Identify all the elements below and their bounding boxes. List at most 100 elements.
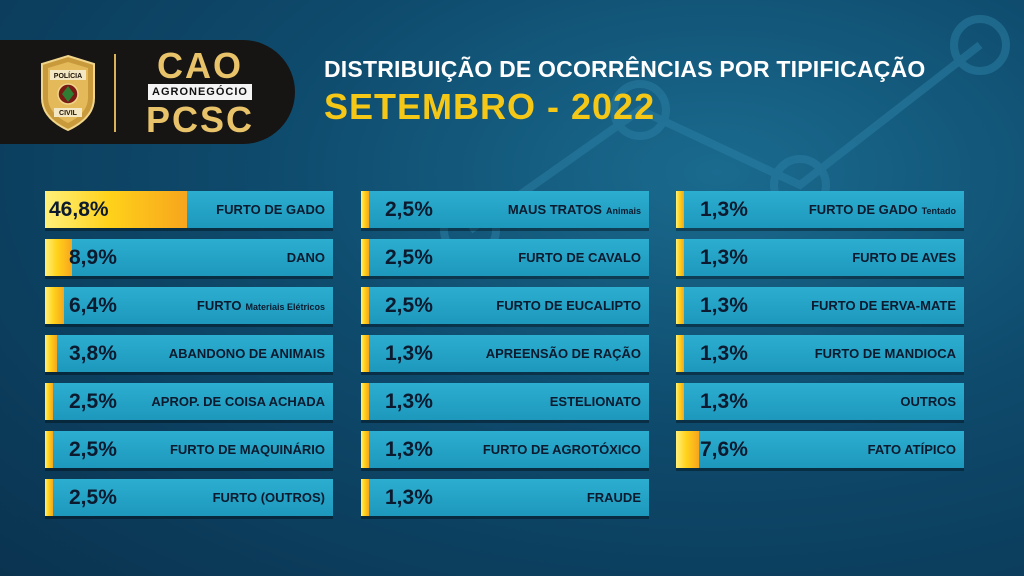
category-label: ABANDONO DE ANIMAIS <box>169 335 325 372</box>
value-fill <box>361 479 369 516</box>
percent-label: 2,5% <box>69 438 117 461</box>
category-name: FURTO DE GADO <box>216 202 325 217</box>
category-bar: 3,8% ABANDONO DE ANIMAIS <box>45 335 333 372</box>
percent-label: 1,3% <box>700 390 748 413</box>
category-name: FATO ATÍPICO <box>867 442 956 457</box>
category-label: FURTO DE ERVA-MATE <box>811 287 956 324</box>
category-bar: 1,3% ESTELIONATO <box>361 383 649 420</box>
category-label: FURTO DE AGROTÓXICO <box>483 431 641 468</box>
category-label: FURTO DE GADO Tentado <box>809 191 956 228</box>
percent-label: 2,5% <box>385 294 433 317</box>
value-fill <box>361 191 369 228</box>
category-name: ABANDONO DE ANIMAIS <box>168 346 325 361</box>
category-bar: 1,3% OUTROS <box>676 383 964 420</box>
category-name: APREENSÃO DE RAÇÃO <box>485 346 641 361</box>
category-label: FURTO DE GADO <box>216 191 325 228</box>
category-qualifier: Materiais Elétricos <box>245 302 325 312</box>
category-bar: 7,6% FATO ATÍPICO <box>676 431 964 468</box>
brand-logo-panel: POLÍCIA CIVIL CAO AGRONEGÓCIO PCSC <box>0 40 295 144</box>
category-name: OUTROS <box>900 394 956 409</box>
category-bar: 6,4% FURTO Materiais Elétricos <box>45 287 333 324</box>
category-label: FURTO DE MAQUINÁRIO <box>170 431 325 468</box>
percent-label: 2,5% <box>69 390 117 413</box>
category-name: ESTELIONATO <box>549 394 641 409</box>
brand-divider <box>114 54 116 132</box>
percent-label: 1,3% <box>700 294 748 317</box>
brand-middle-text: AGRONEGÓCIO <box>148 84 252 100</box>
percent-label: 1,3% <box>700 342 748 365</box>
category-name: FURTO DE AVES <box>852 250 956 265</box>
value-fill <box>361 335 369 372</box>
category-label: FRAUDE <box>587 479 641 516</box>
category-name: FRAUDE <box>586 490 641 505</box>
badge-bottom-text: CIVIL <box>59 110 78 117</box>
category-bar: 2,5% FURTO DE EUCALIPTO <box>361 287 649 324</box>
value-fill <box>45 335 57 372</box>
category-qualifier: Animais <box>605 206 641 216</box>
category-name: FURTO DE ERVA-MATE <box>811 298 956 313</box>
value-fill <box>676 287 684 324</box>
percent-label: 1,3% <box>385 438 433 461</box>
value-fill <box>361 239 369 276</box>
value-fill <box>45 479 53 516</box>
percent-label: 6,4% <box>69 294 117 317</box>
category-label: APREENSÃO DE RAÇÃO <box>486 335 641 372</box>
percent-label: 2,5% <box>69 486 117 509</box>
percent-label: 3,8% <box>69 342 117 365</box>
category-name: FURTO <box>196 298 242 313</box>
category-name: APROP. DE COISA ACHADA <box>151 394 325 409</box>
category-bar: 1,3% APREENSÃO DE RAÇÃO <box>361 335 649 372</box>
category-label: MAUS TRATOS Animais <box>508 191 641 228</box>
category-name: FURTO DE AGROTÓXICO <box>482 442 641 457</box>
category-name: MAUS TRATOS <box>507 202 602 217</box>
category-bar: 2,5% FURTO DE MAQUINÁRIO <box>45 431 333 468</box>
percent-label: 2,5% <box>385 246 433 269</box>
value-fill <box>361 431 369 468</box>
badge-top-text: POLÍCIA <box>54 71 82 80</box>
value-fill <box>45 239 72 276</box>
value-fill <box>676 239 684 276</box>
percent-label: 8,9% <box>69 246 117 269</box>
category-name: FURTO DE CAVALO <box>518 250 641 265</box>
value-fill <box>45 383 53 420</box>
percent-label: 1,3% <box>385 342 433 365</box>
chart-subtitle: SETEMBRO - 2022 <box>324 86 656 127</box>
category-bar: 2,5% FURTO (OUTROS) <box>45 479 333 516</box>
value-fill <box>676 335 684 372</box>
percent-label: 1,3% <box>385 390 433 413</box>
category-bar: 1,3% FURTO DE AGROTÓXICO <box>361 431 649 468</box>
percent-label: 2,5% <box>385 198 433 221</box>
category-name: FURTO DE GADO <box>808 202 918 217</box>
category-label: FURTO DE AVES <box>852 239 956 276</box>
category-bar: 2,5% MAUS TRATOS Animais <box>361 191 649 228</box>
category-label: FURTO DE EUCALIPTO <box>496 287 641 324</box>
category-label: FURTO DE CAVALO <box>518 239 641 276</box>
percent-label: 1,3% <box>700 246 748 269</box>
category-label: ESTELIONATO <box>550 383 641 420</box>
value-fill <box>676 383 684 420</box>
category-qualifier: Tentado <box>921 206 956 216</box>
category-bar: 8,9% DANO <box>45 239 333 276</box>
category-label: APROP. DE COISA ACHADA <box>151 383 325 420</box>
police-badge-icon: POLÍCIA CIVIL <box>41 54 95 132</box>
category-label: FURTO DE MANDIOCA <box>815 335 956 372</box>
category-bar: 1,3% FURTO DE MANDIOCA <box>676 335 964 372</box>
percent-label: 46,8% <box>49 198 109 221</box>
category-label: FURTO (OUTROS) <box>213 479 325 516</box>
category-bar: 1,3% FURTO DE GADO Tentado <box>676 191 964 228</box>
value-fill <box>45 287 64 324</box>
percent-label: 7,6% <box>700 438 748 461</box>
percent-label: 1,3% <box>385 486 433 509</box>
brand-bottom-text: PCSC <box>145 99 255 140</box>
category-label: OUTROS <box>900 383 956 420</box>
category-name: FURTO DE MANDIOCA <box>814 346 956 361</box>
chart-title: DISTRIBUIÇÃO DE OCORRÊNCIAS POR TIPIFICA… <box>324 56 926 82</box>
category-bar: 2,5% FURTO DE CAVALO <box>361 239 649 276</box>
category-bar: 2,5% APROP. DE COISA ACHADA <box>45 383 333 420</box>
category-bar: 1,3% FURTO DE ERVA-MATE <box>676 287 964 324</box>
category-label: FATO ATÍPICO <box>868 431 956 468</box>
category-bar: 1,3% FRAUDE <box>361 479 649 516</box>
category-name: FURTO DE EUCALIPTO <box>496 298 641 313</box>
category-name: DANO <box>286 250 325 265</box>
value-fill <box>45 431 53 468</box>
